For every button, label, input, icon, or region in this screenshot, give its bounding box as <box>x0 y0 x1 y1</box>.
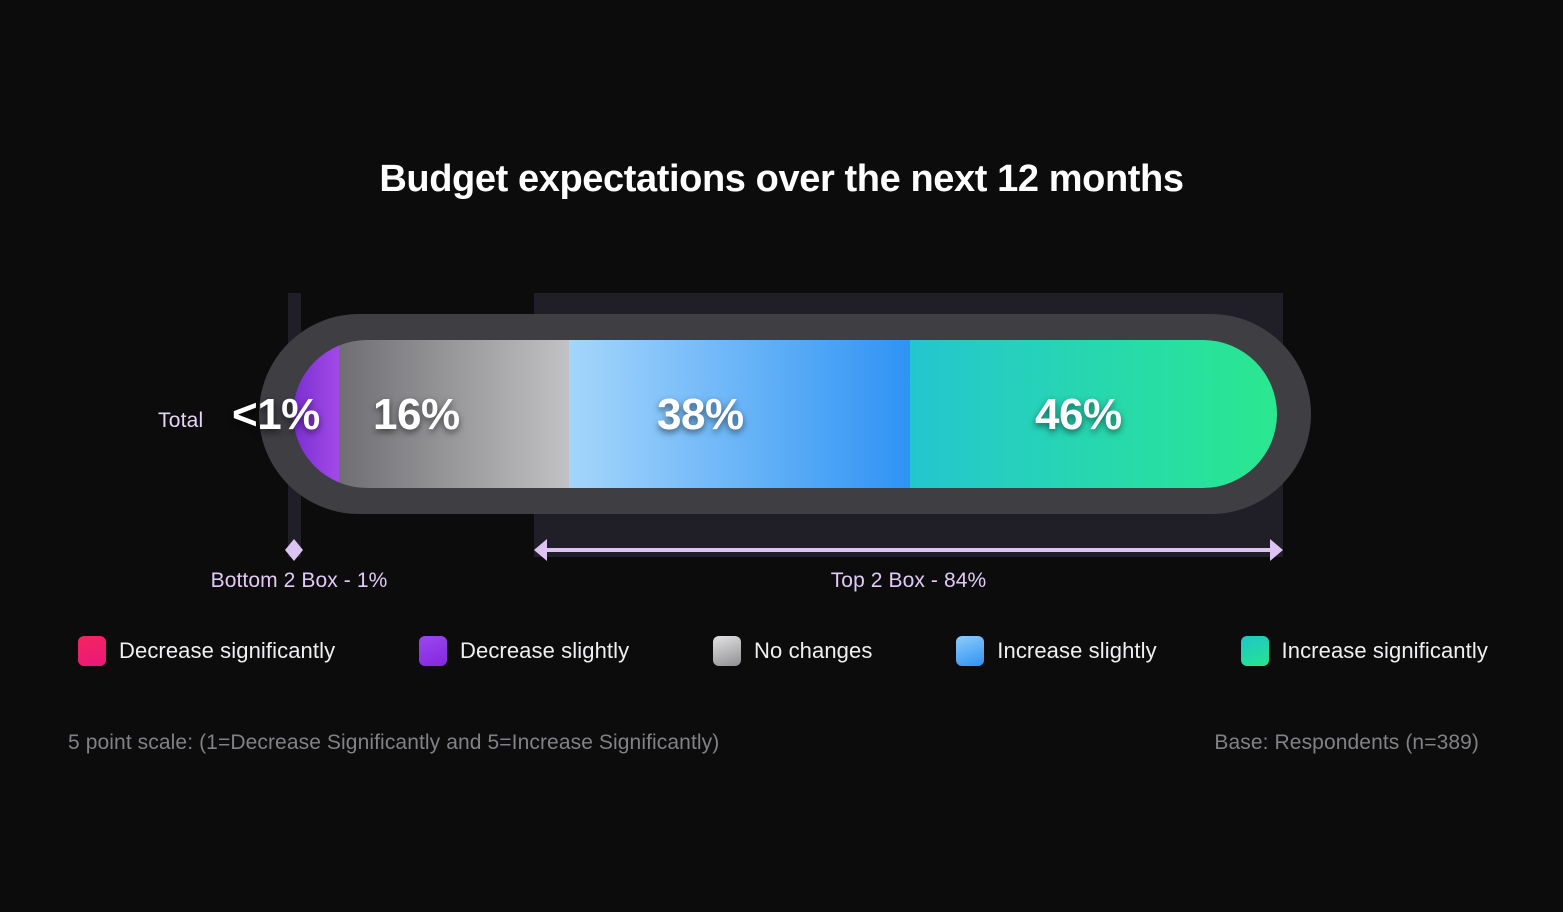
bar-segment-increase-slightly[interactable] <box>569 340 910 488</box>
stacked-bar-segments <box>293 340 1277 488</box>
arrow-left-icon <box>285 539 294 561</box>
legend-item-label: Decrease slightly <box>460 638 630 663</box>
top-2-box-arrow-left-icon <box>534 539 547 561</box>
bar-value-no-changes: 16% <box>373 390 460 439</box>
legend: Decrease significantly Decrease slightly… <box>78 636 1488 666</box>
legend-item-label: Decrease significantly <box>119 638 336 663</box>
bar-segment-no-changes[interactable] <box>339 340 569 488</box>
legend-item-decrease-significantly[interactable]: Decrease significantly <box>78 636 335 666</box>
legend-item-label: Increase slightly <box>997 638 1157 663</box>
legend-swatch-icon <box>419 636 447 666</box>
legend-swatch-icon <box>713 636 742 666</box>
arrow-right-icon <box>294 539 303 561</box>
bar-value-decrease-slightly: <1% <box>232 390 320 439</box>
legend-item-no-changes[interactable]: No changes <box>713 636 872 666</box>
bar-segment-decrease-slightly[interactable] <box>293 340 339 488</box>
bottom-2-box-label: Bottom 2 Box - 1% <box>210 569 388 592</box>
footnote-base: Base: Respondents (n=389) <box>1214 731 1479 754</box>
legend-item-label: No changes <box>754 638 873 663</box>
row-label-total: Total <box>158 409 204 432</box>
stacked-bar-track <box>259 314 1311 514</box>
top-2-box-range-line <box>545 548 1272 552</box>
top-2-box-label: Top 2 Box - 84% <box>830 569 987 592</box>
legend-item-decrease-slightly[interactable]: Decrease slightly <box>419 636 629 666</box>
legend-item-increase-significantly[interactable]: Increase significantly <box>1240 636 1488 666</box>
top-2-box-arrow-right-icon <box>1270 539 1283 561</box>
footnote-scale: 5 point scale: (1=Decrease Significantly… <box>68 731 720 754</box>
legend-swatch-icon <box>78 636 106 666</box>
legend-swatch-icon <box>956 636 985 666</box>
legend-item-label: Increase significantly <box>1281 638 1488 663</box>
bar-value-increase-slightly: 38% <box>657 390 744 439</box>
bottom-2-box-range-marker-icon <box>285 539 303 561</box>
legend-item-increase-slightly[interactable]: Increase slightly <box>956 636 1157 666</box>
bar-value-increase-significantly: 46% <box>1035 390 1122 439</box>
page-title: Budget expectations over the next 12 mon… <box>379 158 1184 200</box>
bar-segment-increase-significantly[interactable] <box>910 340 1277 488</box>
legend-swatch-icon <box>1240 636 1269 666</box>
